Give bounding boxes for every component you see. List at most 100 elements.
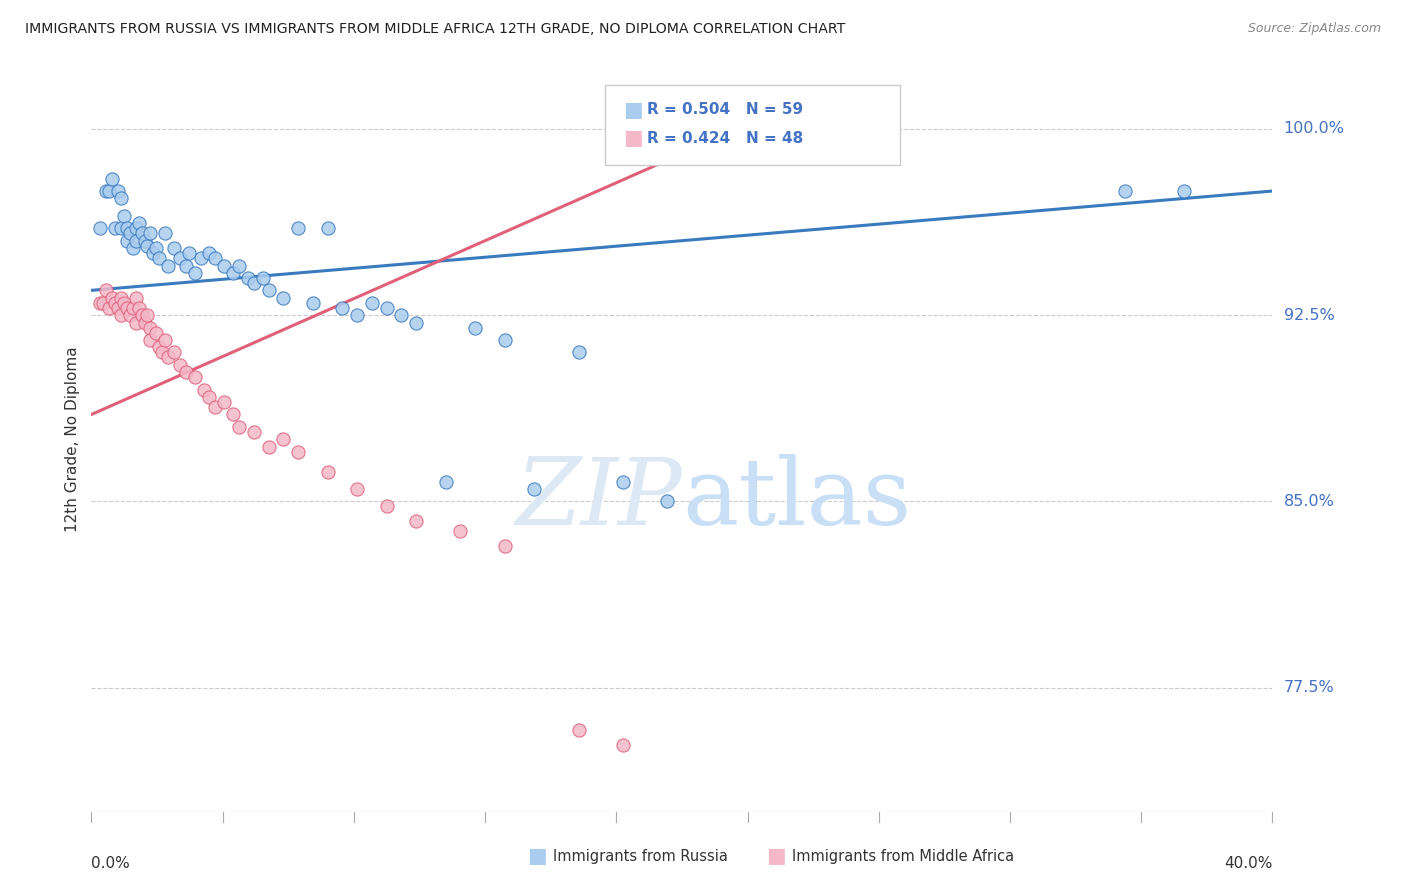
Point xyxy=(110,221,132,235)
Point xyxy=(139,320,162,334)
Text: Source: ZipAtlas.com: Source: ZipAtlas.com xyxy=(1247,22,1381,36)
Text: IMMIGRANTS FROM RUSSIA VS IMMIGRANTS FROM MIDDLE AFRICA 12TH GRADE, NO DIPLOMA C: IMMIGRANTS FROM RUSSIA VS IMMIGRANTS FRO… xyxy=(25,22,845,37)
Point xyxy=(124,291,148,305)
Point xyxy=(118,308,141,322)
Text: ■: ■ xyxy=(766,847,786,866)
Point xyxy=(101,291,124,305)
Text: 100.0%: 100.0% xyxy=(1284,121,1344,136)
Point xyxy=(110,192,132,206)
Point xyxy=(655,494,678,508)
Point xyxy=(214,395,236,409)
Point xyxy=(121,301,143,315)
Point xyxy=(273,432,295,446)
Y-axis label: 12th Grade, No Diploma: 12th Grade, No Diploma xyxy=(65,346,80,533)
Point xyxy=(112,295,135,310)
Point xyxy=(568,345,591,359)
Point xyxy=(204,251,226,265)
Point xyxy=(163,345,186,359)
Point xyxy=(118,226,141,240)
Point xyxy=(198,390,221,404)
Point xyxy=(257,440,280,454)
Point xyxy=(228,259,250,273)
Text: 92.5%: 92.5% xyxy=(1284,308,1334,323)
Point xyxy=(1173,184,1195,198)
Text: Immigrants from Middle Africa: Immigrants from Middle Africa xyxy=(792,849,1014,863)
Point xyxy=(128,301,150,315)
Text: ■: ■ xyxy=(527,847,547,866)
Point xyxy=(464,320,486,334)
Point xyxy=(124,221,148,235)
Point xyxy=(236,271,259,285)
Point xyxy=(131,308,153,322)
Text: 85.0%: 85.0% xyxy=(1284,494,1334,508)
Point xyxy=(450,524,472,538)
Point xyxy=(169,251,191,265)
Point xyxy=(153,226,177,240)
Point xyxy=(121,241,143,255)
Point xyxy=(89,295,111,310)
Point xyxy=(346,482,368,496)
Point xyxy=(214,259,236,273)
Point xyxy=(301,295,323,310)
Point xyxy=(145,326,167,340)
Point xyxy=(252,271,274,285)
Point xyxy=(110,308,132,322)
Point xyxy=(405,514,427,528)
Text: 40.0%: 40.0% xyxy=(1225,856,1272,871)
Point xyxy=(568,723,591,737)
Point xyxy=(287,444,309,458)
Text: R = 0.504   N = 59: R = 0.504 N = 59 xyxy=(647,103,803,117)
Point xyxy=(183,266,207,280)
Point xyxy=(139,226,162,240)
Point xyxy=(148,341,170,355)
Point xyxy=(104,295,127,310)
Point xyxy=(128,216,150,230)
Point xyxy=(177,246,200,260)
Point xyxy=(375,301,398,315)
Point xyxy=(98,184,121,198)
Point xyxy=(405,316,427,330)
Point xyxy=(228,420,250,434)
Point xyxy=(193,383,215,397)
Point xyxy=(89,221,111,235)
Point xyxy=(107,301,129,315)
Point xyxy=(131,226,153,240)
Point xyxy=(316,465,339,479)
Point xyxy=(142,246,165,260)
Point xyxy=(139,333,162,347)
Point xyxy=(110,291,132,305)
Text: ■: ■ xyxy=(623,128,643,148)
Point xyxy=(174,259,197,273)
Point xyxy=(434,475,457,489)
Point xyxy=(316,221,339,235)
Point xyxy=(612,738,634,752)
Point xyxy=(346,308,368,322)
Point xyxy=(124,316,148,330)
Point xyxy=(243,425,266,439)
Point xyxy=(332,301,354,315)
Point xyxy=(494,539,516,553)
Point xyxy=(91,295,114,310)
Point xyxy=(150,345,173,359)
Point xyxy=(257,283,280,297)
Point xyxy=(134,316,156,330)
Point xyxy=(360,295,382,310)
Point xyxy=(169,358,191,372)
Point xyxy=(107,184,129,198)
Point xyxy=(115,234,138,248)
Point xyxy=(198,246,221,260)
Text: ■: ■ xyxy=(623,100,643,120)
Point xyxy=(98,301,121,315)
Point xyxy=(243,276,266,290)
Point xyxy=(163,241,186,255)
Point xyxy=(273,291,295,305)
Point xyxy=(190,251,212,265)
Point xyxy=(124,234,148,248)
Text: Immigrants from Russia: Immigrants from Russia xyxy=(553,849,727,863)
Point xyxy=(183,370,207,384)
Point xyxy=(523,482,546,496)
Point xyxy=(389,308,413,322)
Point xyxy=(101,171,124,186)
Text: 0.0%: 0.0% xyxy=(91,856,131,871)
Point xyxy=(494,333,516,347)
